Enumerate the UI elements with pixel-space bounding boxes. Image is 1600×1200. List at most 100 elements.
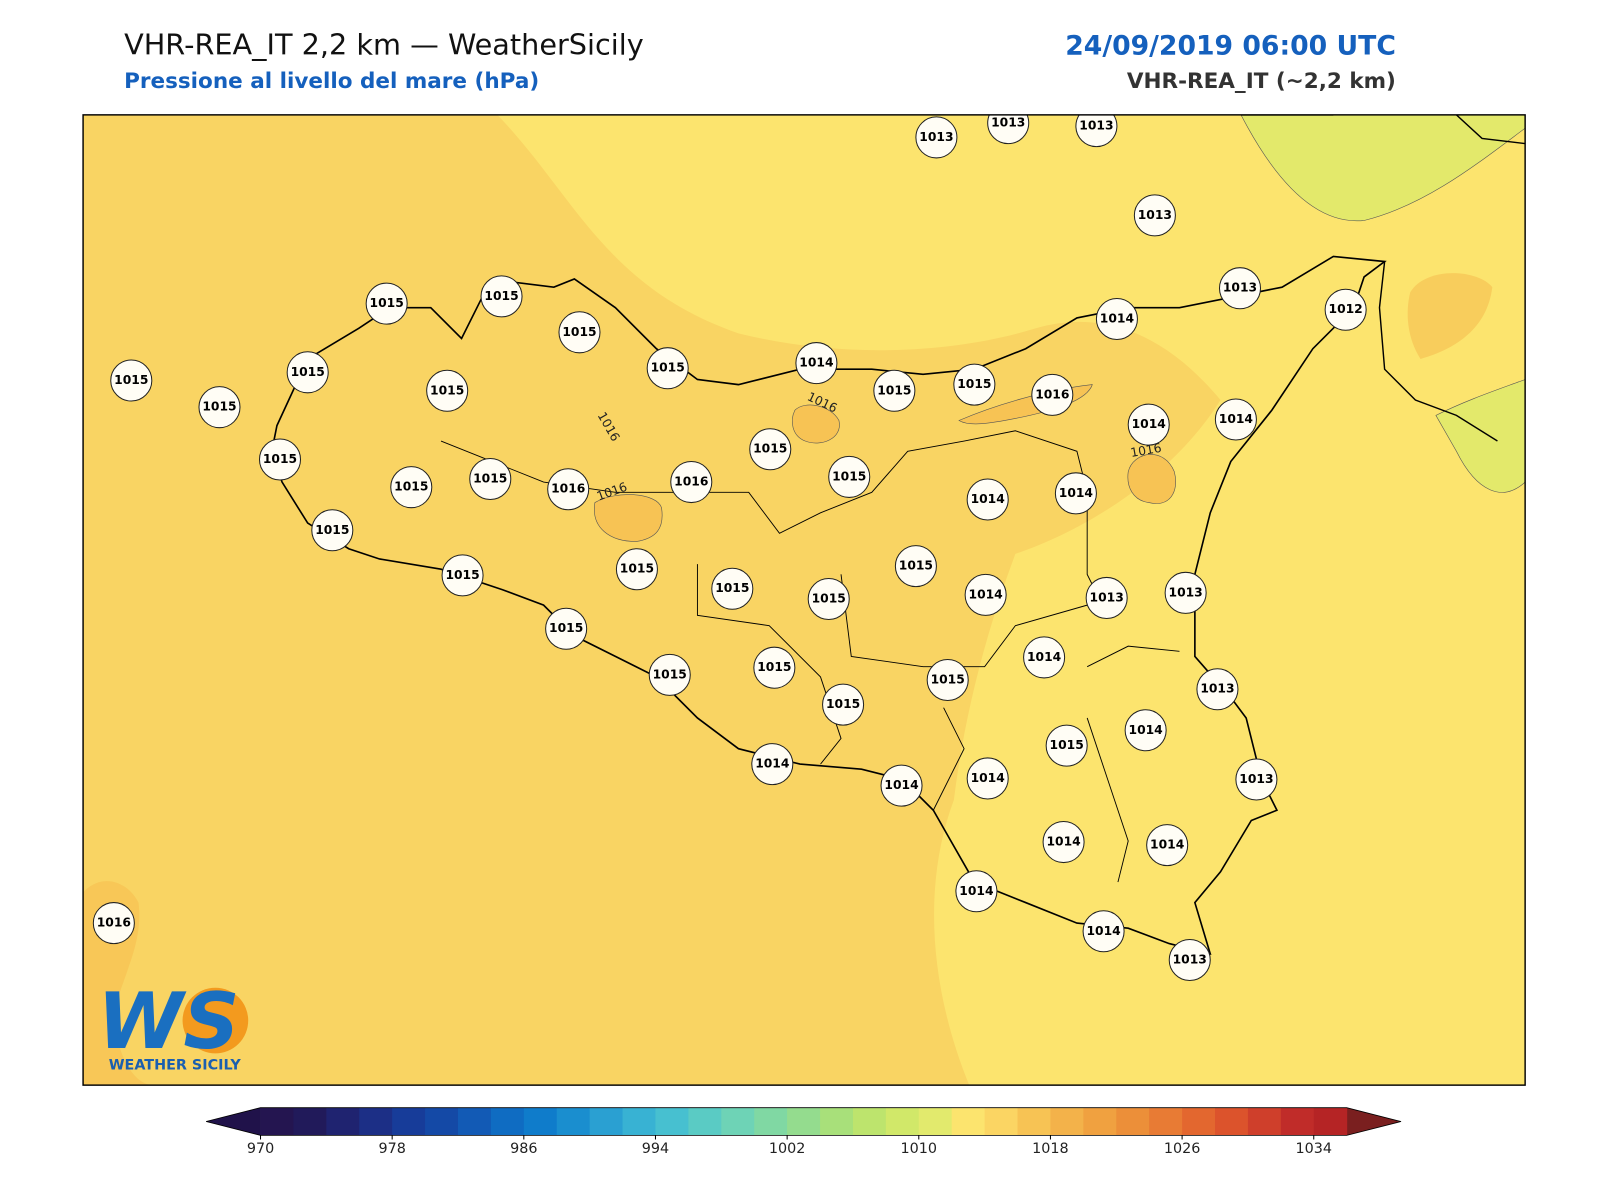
station-marker [1095, 297, 1138, 340]
station-marker [1075, 114, 1118, 148]
station-marker [390, 466, 433, 509]
station-value: 1013 [991, 116, 1025, 130]
station-value: 1015 [753, 442, 787, 456]
colorbar-band [392, 1107, 426, 1136]
station-value: 1014 [1027, 650, 1061, 664]
station-value: 1016 [1035, 387, 1069, 401]
date: 24/09/2019 06:00 UTC [1065, 30, 1396, 61]
station-marker [795, 342, 838, 385]
colorbar-band [1083, 1107, 1117, 1136]
colorbar-band [490, 1107, 525, 1136]
station-marker [547, 468, 590, 511]
station-marker [1031, 373, 1074, 416]
station-value: 1015 [651, 361, 685, 375]
colorbar-band [787, 1107, 821, 1136]
station-marker [258, 438, 302, 481]
station-value: 1015 [653, 667, 687, 681]
station-value: 1014 [1100, 311, 1134, 325]
station-value: 1015 [394, 480, 428, 494]
station-value: 1015 [620, 562, 654, 576]
station-marker [1164, 571, 1207, 614]
colorbar-band [951, 1107, 986, 1136]
station-marker [1133, 194, 1176, 237]
station-marker [286, 351, 329, 394]
station-value: 1015 [114, 373, 148, 387]
colorbar-band [1017, 1107, 1051, 1136]
station-marker [828, 455, 871, 498]
colorbar-band [260, 1107, 294, 1136]
station-value: 1015 [445, 568, 479, 582]
station-marker [926, 658, 969, 702]
station-marker [110, 359, 153, 402]
colorbar-band [1050, 1107, 1084, 1136]
colorbar-tick-label: 986 [510, 1141, 537, 1157]
station-marker [670, 461, 713, 504]
station-value: 1014 [1059, 486, 1093, 500]
station-marker [1085, 576, 1128, 619]
station-marker [558, 311, 601, 354]
logo-text: WEATHER SICILY [109, 1058, 242, 1074]
subtitle: Pressione al livello del mare (hPa) [124, 69, 539, 94]
station-marker [1054, 472, 1097, 515]
logo-mark: WS [97, 977, 239, 1067]
station-value: 1013 [1169, 585, 1203, 599]
colorbar-band [721, 1107, 755, 1136]
colorbar-tick-label: 1010 [901, 1141, 938, 1157]
colorbar-band [984, 1107, 1019, 1136]
station-marker [1042, 821, 1085, 864]
station-value: 1014 [884, 778, 918, 792]
station-marker [426, 369, 469, 412]
station-value: 1015 [291, 365, 325, 379]
station-marker [1124, 709, 1167, 752]
station-marker [1235, 758, 1278, 801]
station-marker [441, 554, 484, 597]
station-marker [1082, 910, 1125, 953]
colorbar-band [622, 1107, 656, 1136]
contour-1016 [792, 404, 840, 444]
station-value: 1013 [1138, 208, 1172, 222]
station-value: 1015 [315, 523, 349, 537]
station-marker [964, 573, 1007, 616]
station-value: 1013 [1239, 772, 1273, 786]
station-marker [880, 764, 923, 807]
station-value: 1014 [971, 492, 1005, 506]
station-marker [648, 653, 691, 696]
station-marker [873, 369, 916, 412]
colorbar-outline [206, 1107, 1402, 1136]
colorbar-band [1149, 1107, 1183, 1136]
station-marker [749, 428, 792, 471]
station-value: 1015 [877, 383, 911, 397]
station-marker [365, 282, 408, 325]
map-area: 1013 1013 1013 1013 1013 1012 1014 1015 1015 1015… [83, 114, 1526, 1086]
colorbar-band [852, 1107, 887, 1136]
station-marker [711, 567, 754, 610]
colorbar-band [1215, 1107, 1249, 1136]
station-marker [953, 363, 996, 406]
station-marker [955, 870, 998, 913]
station-value: 1014 [1086, 924, 1120, 938]
colorbar-band [1280, 1107, 1315, 1136]
field-orange-high [1407, 273, 1493, 359]
station-value: 1014 [1046, 835, 1080, 849]
colorbar-band [523, 1107, 558, 1136]
station-value: 1015 [957, 377, 991, 391]
station-value: 1014 [959, 884, 993, 898]
colorbar-tick-label: 978 [378, 1141, 405, 1157]
station-marker [615, 548, 658, 591]
station-value: 1015 [430, 383, 464, 397]
colorbar-band [457, 1107, 492, 1136]
station-value: 1014 [1150, 838, 1184, 852]
colorbar-band [1313, 1107, 1348, 1136]
station-marker [198, 386, 241, 429]
station-marker [1045, 724, 1088, 767]
station-value: 1014 [799, 356, 833, 370]
colorbar-band [1116, 1107, 1150, 1136]
colorbar-band [1182, 1107, 1216, 1136]
station-value: 1015 [263, 452, 297, 466]
station-value: 1014 [1129, 723, 1163, 737]
station-marker [1146, 824, 1189, 867]
station-value: 1015 [832, 469, 866, 483]
station-value: 1014 [1219, 412, 1253, 426]
station-marker [646, 347, 689, 390]
station-marker [894, 545, 937, 588]
